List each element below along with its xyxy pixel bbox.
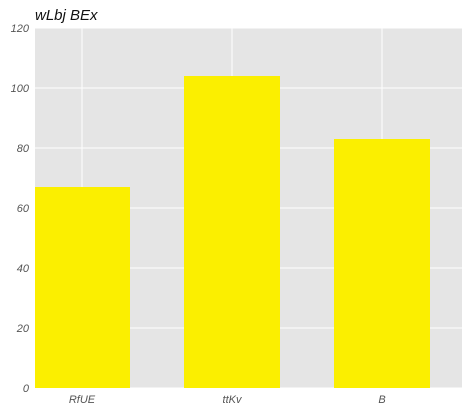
y-tick-label: 60 bbox=[17, 203, 30, 215]
bar-RfUE bbox=[35, 187, 130, 388]
y-axis-ticks: 0 20 40 60 80 100 120 bbox=[11, 23, 30, 395]
y-tick-label: 40 bbox=[17, 263, 30, 275]
y-tick-label: 100 bbox=[11, 83, 30, 95]
x-tick-label: B bbox=[378, 394, 385, 406]
x-axis-ticks: RfUE ttKv B bbox=[69, 394, 386, 406]
x-tick-label: ttKv bbox=[223, 394, 243, 406]
x-tick-label: RfUE bbox=[69, 394, 96, 406]
bar-B bbox=[334, 139, 430, 388]
y-tick-label: 20 bbox=[16, 323, 30, 335]
y-tick-label: 0 bbox=[23, 383, 30, 395]
chart-title: wLbj BEx bbox=[35, 7, 98, 24]
bar-ttKv bbox=[184, 76, 280, 388]
y-tick-label: 80 bbox=[17, 143, 30, 155]
bars bbox=[35, 76, 430, 388]
y-tick-label: 120 bbox=[11, 23, 30, 35]
